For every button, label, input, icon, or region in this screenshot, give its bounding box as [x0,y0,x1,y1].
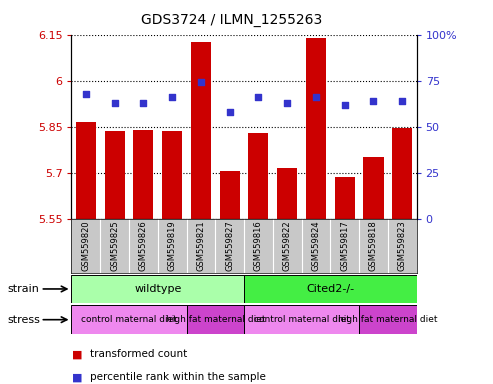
Text: control maternal diet: control maternal diet [253,315,350,324]
Text: high fat maternal diet: high fat maternal diet [166,315,265,324]
Text: ■: ■ [71,349,82,359]
Point [82,91,90,97]
Text: stress: stress [7,314,40,325]
Text: GSM559820: GSM559820 [81,220,90,271]
Bar [71,275,244,303]
Bar [162,131,182,219]
Text: GSM559817: GSM559817 [340,220,349,271]
Text: GSM559819: GSM559819 [168,220,176,271]
Point [398,98,406,104]
Point [140,100,147,106]
Bar [363,157,384,219]
Text: transformed count: transformed count [90,349,187,359]
Text: percentile rank within the sample: percentile rank within the sample [90,372,266,382]
Point [110,100,118,106]
Text: GSM559826: GSM559826 [139,220,148,271]
Text: Cited2-/-: Cited2-/- [306,284,354,294]
Text: strain: strain [7,284,39,294]
Text: GDS3724 / ILMN_1255263: GDS3724 / ILMN_1255263 [141,13,322,27]
Text: GSM559821: GSM559821 [196,220,206,271]
Point [283,100,291,106]
Bar [392,128,412,219]
Text: GSM559822: GSM559822 [282,220,292,271]
Point [341,101,349,108]
Bar [335,177,355,219]
Text: GSM559816: GSM559816 [254,220,263,271]
Point [168,94,176,100]
Bar [133,131,153,219]
Bar [105,131,125,219]
Bar [244,275,417,303]
Text: wildtype: wildtype [134,284,181,294]
Point [254,94,262,100]
Text: GSM559823: GSM559823 [398,220,407,271]
Point [197,79,205,86]
Bar [277,168,297,219]
Text: GSM559827: GSM559827 [225,220,234,271]
Text: GSM559825: GSM559825 [110,220,119,271]
Bar [219,171,240,219]
Text: ■: ■ [71,372,82,382]
Point [370,98,378,104]
Text: control maternal diet: control maternal diet [81,315,177,324]
Point [312,94,320,100]
Text: GSM559824: GSM559824 [312,220,320,271]
Bar [244,305,359,334]
Point [226,109,234,115]
Text: GSM559818: GSM559818 [369,220,378,271]
Text: high fat maternal diet: high fat maternal diet [338,315,438,324]
Bar [186,305,244,334]
Bar [248,134,269,219]
Bar [359,305,417,334]
Bar [306,38,326,219]
Bar [76,122,96,219]
Bar [191,42,211,219]
Bar [71,305,186,334]
